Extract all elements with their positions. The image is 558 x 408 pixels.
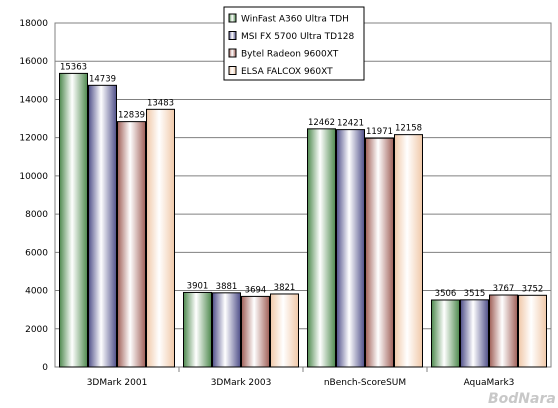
data-label: 3767 bbox=[493, 284, 515, 294]
bar bbox=[431, 299, 460, 368]
x-tick-label: AquaMark3 bbox=[464, 378, 515, 388]
bar bbox=[88, 84, 117, 368]
data-label: 3821 bbox=[274, 283, 296, 293]
bar bbox=[241, 295, 270, 368]
y-tick-label: 10000 bbox=[19, 172, 48, 182]
data-label: 3515 bbox=[464, 289, 486, 299]
bar bbox=[212, 292, 241, 368]
legend: WinFast A360 Ultra TDH MSI FX 5700 Ultra … bbox=[223, 6, 365, 81]
data-label: 3901 bbox=[187, 281, 209, 291]
data-label: 3881 bbox=[216, 282, 238, 292]
data-label: 12839 bbox=[118, 111, 145, 121]
bar bbox=[460, 299, 489, 368]
x-axis-ticks: 3DMark 2001 3DMark 2003 nBench-ScoreSUM Aqu… bbox=[87, 367, 515, 388]
legend-label: MSI FX 5700 Ultra TD128 bbox=[241, 32, 355, 42]
y-tick-label: 8000 bbox=[25, 210, 48, 220]
data-label: 12158 bbox=[395, 124, 422, 134]
data-label: 14739 bbox=[89, 74, 116, 84]
legend-swatch bbox=[228, 48, 237, 58]
bar bbox=[394, 134, 423, 368]
legend-label: ELSA FALCOX 960XT bbox=[241, 67, 333, 77]
legend-box bbox=[223, 6, 365, 81]
bar bbox=[270, 293, 299, 368]
bar bbox=[365, 137, 394, 368]
y-tick-label: 2000 bbox=[25, 325, 48, 335]
bar bbox=[518, 294, 547, 368]
bar bbox=[183, 291, 212, 368]
y-axis-ticks: 0 2000 4000 6000 8000 10000 12000 14000 16000 180… bbox=[19, 19, 48, 373]
bar bbox=[146, 108, 175, 368]
bars bbox=[59, 72, 547, 368]
data-label: 3506 bbox=[435, 289, 457, 299]
y-tick-label: 14000 bbox=[19, 95, 48, 105]
legend-label: Bytel Radeon 9600XT bbox=[241, 50, 339, 60]
data-label: 12462 bbox=[308, 118, 335, 128]
legend-swatch bbox=[228, 13, 237, 23]
y-tick-label: 4000 bbox=[25, 287, 48, 297]
bar bbox=[489, 294, 518, 368]
legend-swatch bbox=[228, 31, 237, 40]
x-tick-label: 3DMark 2001 bbox=[87, 378, 148, 388]
data-label: 15363 bbox=[60, 62, 87, 72]
data-label: 13483 bbox=[147, 98, 174, 108]
watermark: BodNara bbox=[488, 391, 556, 407]
y-tick-label: 12000 bbox=[19, 134, 48, 144]
data-label: 12421 bbox=[337, 119, 364, 129]
y-tick-label: 16000 bbox=[19, 57, 48, 67]
bar bbox=[307, 128, 336, 368]
bar bbox=[336, 129, 365, 368]
bar bbox=[59, 72, 88, 368]
x-tick-label: 3DMark 2003 bbox=[211, 378, 272, 388]
y-tick-label: 18000 bbox=[19, 19, 48, 29]
bar bbox=[117, 121, 146, 368]
y-tick-label: 0 bbox=[42, 363, 48, 373]
legend-swatch bbox=[228, 66, 237, 75]
legend-label: WinFast A360 Ultra TDH bbox=[241, 15, 349, 25]
data-label: 3694 bbox=[245, 285, 267, 295]
data-label: 3752 bbox=[522, 284, 544, 294]
y-tick-label: 6000 bbox=[25, 248, 48, 258]
x-tick-label: nBench-ScoreSUM bbox=[324, 378, 406, 388]
data-label: 11971 bbox=[366, 127, 393, 137]
